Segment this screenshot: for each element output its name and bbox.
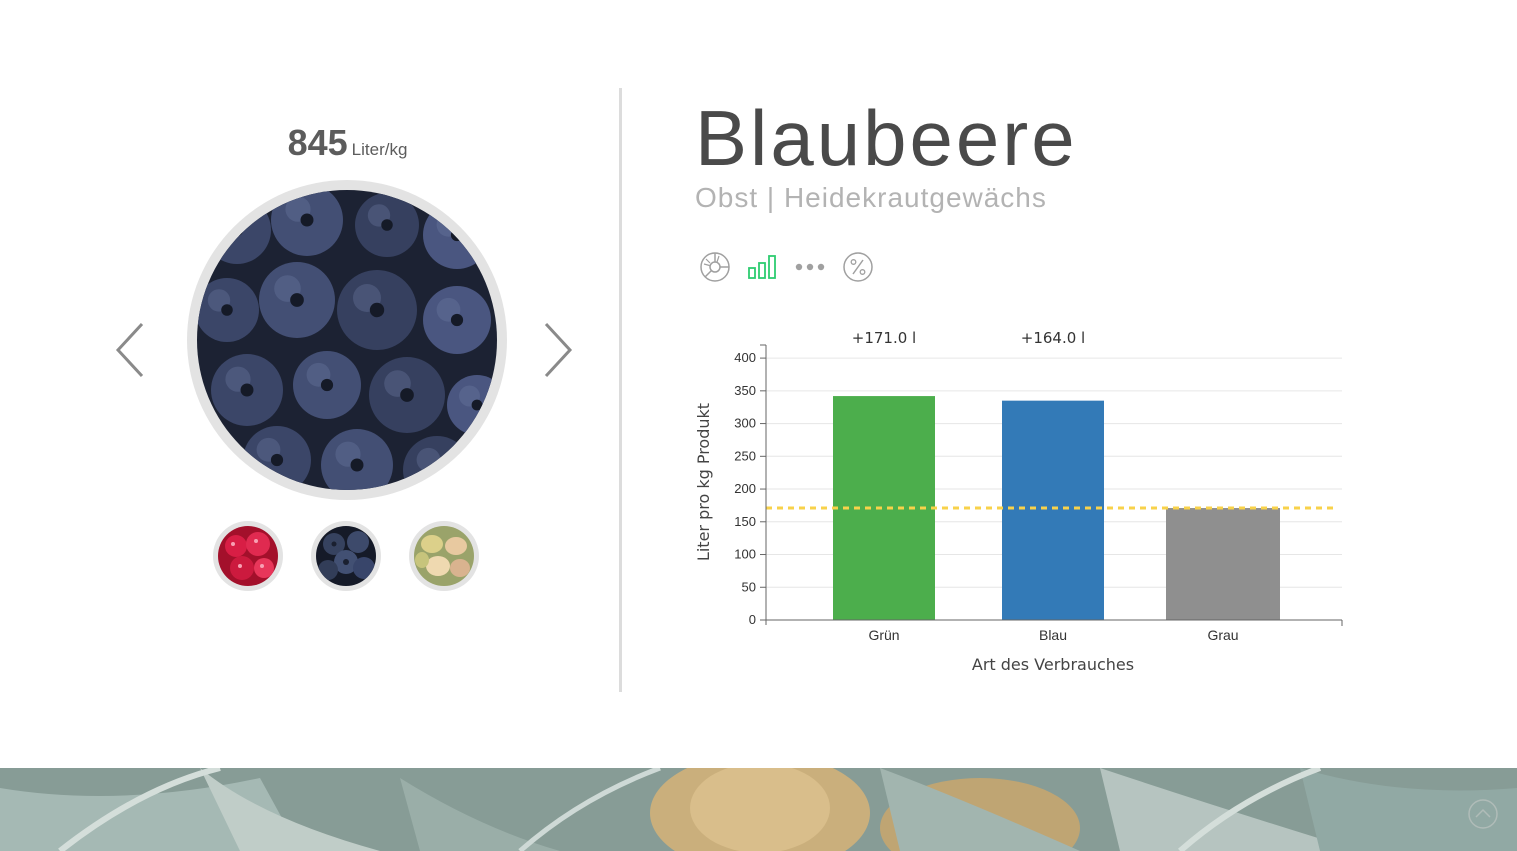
page-title: Blaubeere — [695, 94, 1078, 182]
bar-chart: 0 50 100 150 200 250 300 350 400 Grün Blau Grau +1… — [694, 329, 1343, 674]
data-label: +171.0 l — [852, 329, 916, 347]
main-product-photo — [187, 180, 507, 500]
amount-unit: Liter/kg — [351, 140, 408, 159]
pineapple-banner — [0, 768, 1517, 851]
x-tick-label: Blau — [1039, 627, 1067, 643]
scroll-to-top-icon[interactable] — [1466, 797, 1500, 831]
bar-grün — [833, 396, 935, 620]
pie-chart-icon[interactable] — [698, 250, 732, 284]
product-category: Obst | Heidekrautgewächs — [695, 182, 1047, 213]
more-dots-icon[interactable] — [793, 250, 827, 284]
next-arrow-icon[interactable] — [538, 318, 578, 382]
x-tick-label: Grau — [1207, 627, 1238, 643]
pineapple-banner-photo — [0, 768, 1517, 851]
blueberry-photo — [197, 190, 497, 490]
y-tick-label: 400 — [734, 350, 756, 365]
bar-blau — [1002, 400, 1104, 620]
grape-thumbnail[interactable] — [409, 521, 479, 591]
y-tick-label: 350 — [734, 383, 756, 398]
x-axis-title: Art des Verbrauches — [972, 655, 1134, 674]
previous-arrow-icon[interactable] — [110, 318, 150, 382]
vertical-divider — [619, 88, 622, 692]
y-tick-label: 0 — [749, 612, 756, 627]
y-axis-title: Liter pro kg Produkt — [694, 403, 713, 561]
water-amount: 845 Liter/kg — [200, 122, 495, 164]
y-tick-label: 150 — [734, 514, 756, 529]
bar-grau — [1166, 508, 1280, 620]
raspberry-thumbnail[interactable] — [213, 521, 283, 591]
percent-icon[interactable] — [841, 250, 875, 284]
y-tick-label: 300 — [734, 416, 756, 431]
blueberry-thumbnail[interactable] — [311, 521, 381, 591]
y-tick-label: 50 — [742, 579, 756, 594]
y-tick-label: 100 — [734, 547, 756, 562]
data-label: +164.0 l — [1021, 329, 1085, 347]
amount-value: 845 — [287, 122, 348, 163]
y-tick-label: 200 — [734, 481, 756, 496]
y-tick-label: 250 — [734, 448, 756, 463]
x-tick-label: Grün — [868, 627, 899, 643]
bar-chart-icon[interactable] — [746, 250, 780, 284]
water-usage-chart: 0 50 100 150 200 250 300 350 400 Grün Blau Grau +1… — [690, 320, 1360, 690]
